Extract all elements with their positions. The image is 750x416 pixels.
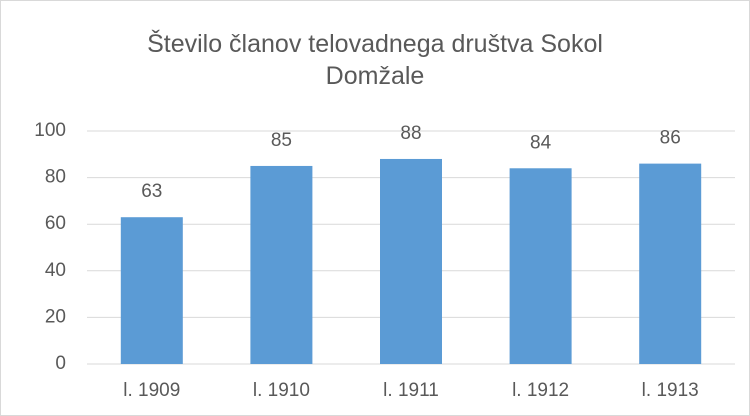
chart-title: Število članov telovadnega društva Sokol… (147, 30, 603, 90)
data-label: 85 (271, 130, 292, 151)
x-tick-label: l. 1913 (642, 380, 699, 401)
data-label: 88 (400, 123, 421, 144)
bar (639, 163, 702, 364)
y-tick-label: 60 (45, 213, 66, 234)
data-label: 63 (141, 181, 162, 202)
x-tick-label: l. 1912 (512, 380, 569, 401)
x-tick-label: l. 1910 (253, 380, 310, 401)
y-tick-label: 80 (45, 167, 66, 188)
y-tick-label: 40 (45, 260, 66, 281)
data-label: 86 (660, 128, 681, 149)
x-tick-label: l. 1909 (123, 380, 180, 401)
bar (380, 158, 442, 364)
bar (509, 168, 572, 364)
y-tick-label: 20 (45, 306, 66, 327)
data-label: 84 (530, 132, 552, 153)
y-tick-label: 0 (55, 353, 66, 374)
x-tick-label: l. 1911 (383, 380, 439, 401)
bar (250, 165, 313, 364)
bar (120, 217, 183, 364)
y-tick-label: 100 (34, 120, 66, 141)
